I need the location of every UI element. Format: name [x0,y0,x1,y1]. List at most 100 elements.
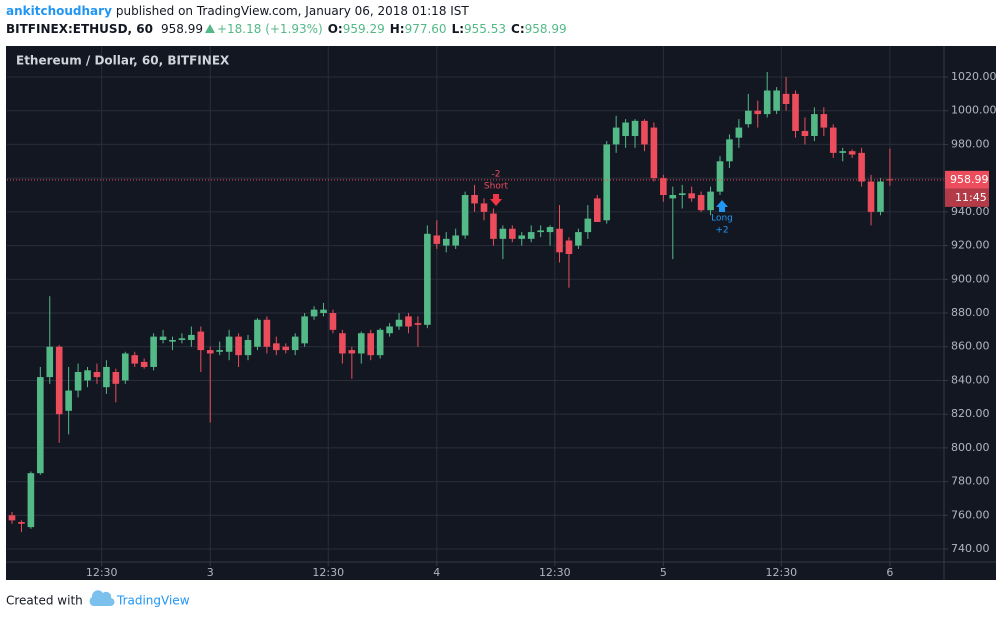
footer-created: Created with [6,594,83,608]
ohlc-label: O: [328,22,343,36]
candle-body [225,336,233,352]
candle-body [575,232,582,246]
candle-body [556,228,563,253]
candle-body [650,127,658,179]
candle-body [273,343,280,351]
y-tick-label: 920.00 [951,239,990,252]
candle-body [169,339,176,342]
y-tick-label: 1020.00 [951,70,997,83]
candle-body [121,353,129,381]
candle-body [811,114,818,137]
candle-body [593,198,601,222]
candle-body [452,235,459,246]
symbol: BITFINEX:ETHUSD, 60 [6,22,153,36]
ohlc-value: 955.53 [464,22,506,36]
last-price-label: 958.99 [950,173,989,186]
candle-body [792,93,799,131]
candle-body [537,230,544,233]
candle-body [518,235,526,239]
candle-body [839,151,847,153]
candle-body [829,127,837,153]
candle-body [801,130,809,137]
ohlc-value: 977.60 [405,22,447,36]
candle-body [745,110,752,125]
candle-body [131,355,139,364]
candle-body [178,338,186,340]
candle-body [291,336,299,351]
candle-body [65,390,72,411]
candle-body [442,238,450,246]
candle-body [8,515,16,521]
candle-body [244,339,252,356]
candle-body [603,144,611,221]
candle-body [395,319,403,327]
candle-body [546,227,554,233]
countdown-label: 11:45 [955,191,987,204]
candle-body [140,361,148,367]
candle-body [329,313,337,330]
candle-body [103,366,110,388]
candle-body [754,110,762,115]
x-tick-label: 12:30 [539,566,571,579]
candle-body [669,195,677,199]
countdown-box [945,188,989,207]
short-arrow [490,194,502,206]
y-tick-label: 760.00 [951,508,990,521]
candle-body [678,193,686,196]
symbol-line: BITFINEX:ETHUSD, 60 958.99 +18.18 (+1.93%)… [6,22,567,36]
candle-body [46,346,54,378]
candle-body [867,181,875,212]
candle-body [206,350,214,354]
candle-body [27,473,35,528]
header-line: ankitchoudhary published on TradingView.c… [6,4,469,18]
candle-body [858,152,865,182]
candle-body [414,323,422,325]
candle-body [622,122,629,137]
candle-body [707,191,714,211]
change-triangle [204,24,215,33]
candle-body [386,326,393,334]
x-tick-label: 12:30 [765,566,797,579]
ohlc-label: L: [452,22,464,36]
author[interactable]: ankitchoudhary [6,4,112,18]
candle-body [348,350,356,354]
candle-body [612,127,620,145]
footer-brand[interactable]: TradingView [116,594,190,608]
candle-body [263,319,271,347]
ohlc-value: 959.29 [343,22,385,36]
y-tick-label: 800.00 [951,441,990,454]
x-tick-label: 6 [886,566,893,579]
candle-body [216,350,223,352]
y-tick-label: 880.00 [951,306,990,319]
long-arrow [716,200,728,212]
candle-body [735,127,743,138]
candle-body [726,139,733,162]
candle-body [159,336,167,340]
x-tick-label: 12:30 [312,566,344,579]
candle-body [877,181,884,212]
last-price-box [945,170,989,189]
price: 958.99 [161,22,203,36]
y-tick-label: 940.00 [951,205,990,218]
candle-body [461,195,469,236]
candle-body [254,319,261,347]
candle-body [763,90,771,115]
candle-body [490,213,497,239]
candle-body [697,195,705,211]
y-tick-label: 1000.00 [951,104,997,117]
y-tick-label: 780.00 [951,475,990,488]
ohlc-label: H: [390,22,405,36]
published: published on TradingView.com, January 06… [116,4,470,18]
candle-body [376,329,384,356]
candle-body [235,336,242,356]
long-label: Long [711,214,733,224]
candle-body [112,372,120,384]
symbol-text: BITFINEX:ETHUSD, 60 958.99 +18.18 (+1.93%)… [6,22,567,36]
candle-body [55,346,63,415]
ohlc-label: C: [511,22,525,36]
candle-body [93,372,101,378]
candle-body [641,120,648,145]
ohlc-value: 958.99 [525,22,567,36]
